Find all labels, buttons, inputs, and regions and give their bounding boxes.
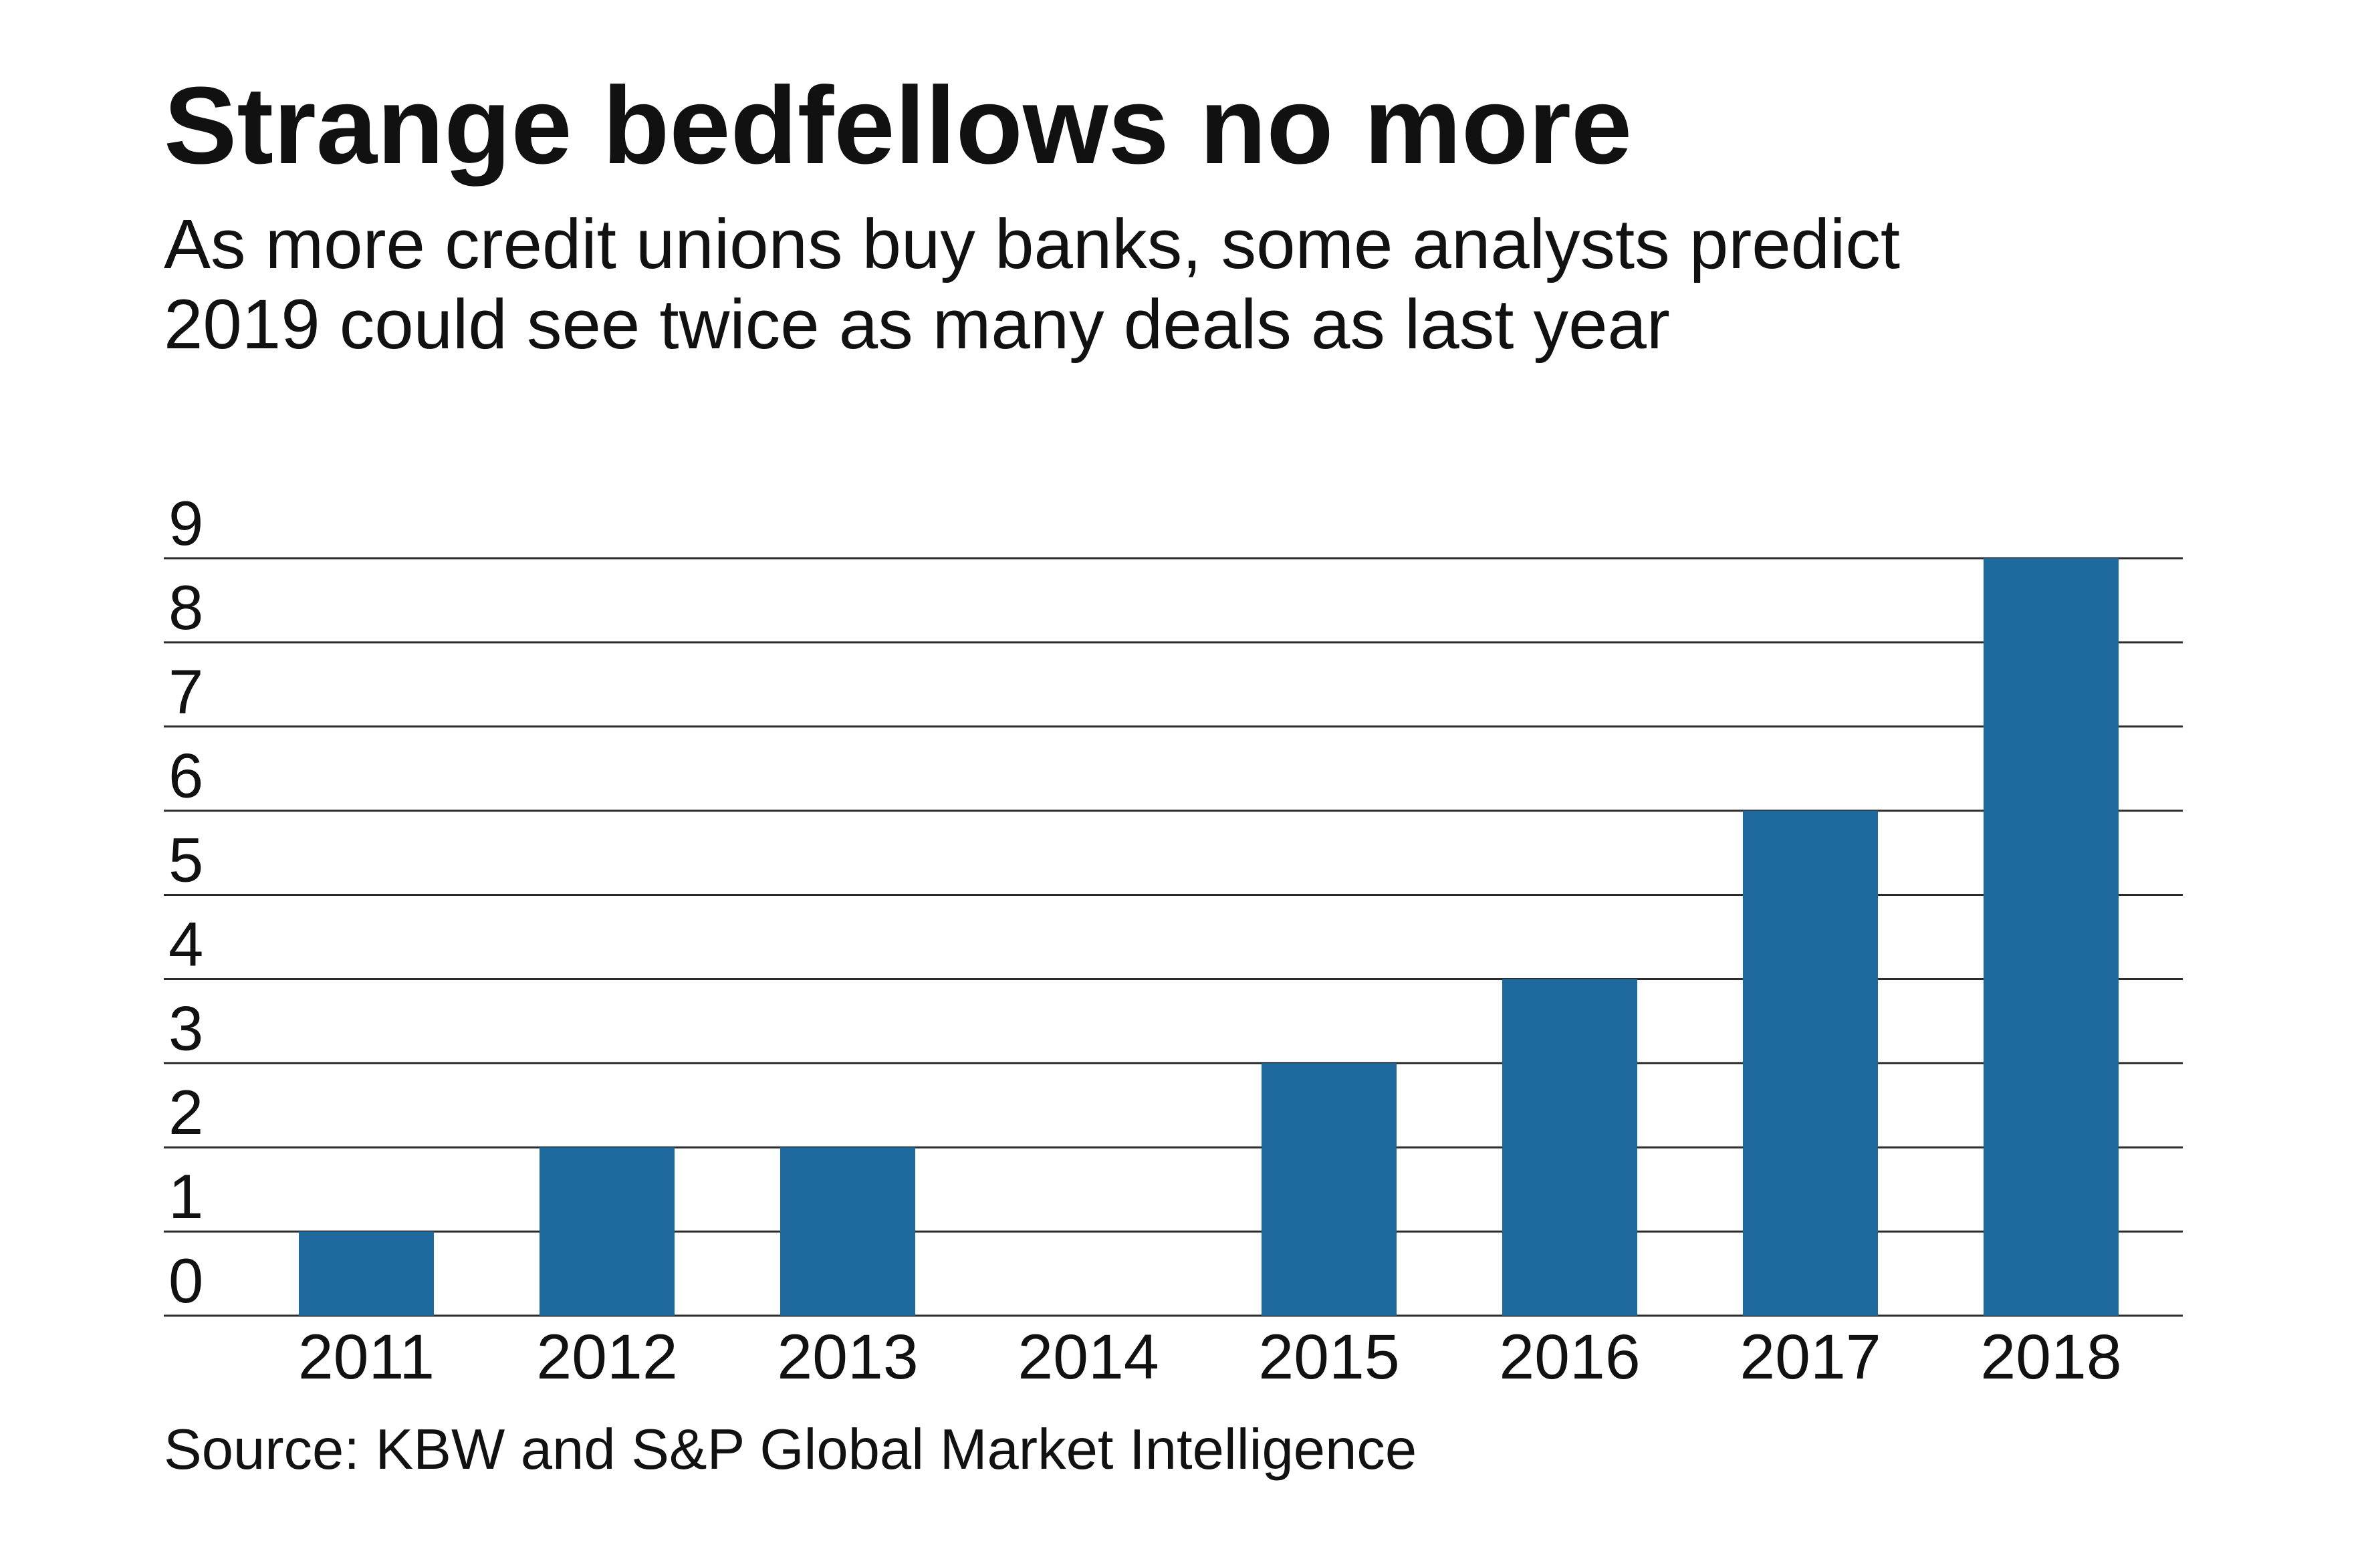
x-tick-label: 2014	[1018, 1322, 1159, 1393]
bar-2013	[780, 1147, 915, 1316]
x-tick-label: 2013	[777, 1322, 918, 1393]
y-tick-label: 3	[168, 993, 203, 1063]
y-tick-label: 6	[168, 741, 203, 811]
chart-subtitle-line-2: 2019 could see twice as many deals as la…	[164, 285, 1670, 364]
y-tick-label: 8	[168, 572, 203, 642]
y-axis-ticks: 0 1 2 3 4 5 6 7 8 9	[168, 488, 203, 1316]
y-tick-label: 1	[168, 1161, 203, 1231]
x-tick-label: 2015	[1258, 1322, 1399, 1393]
y-tick-label: 7	[168, 657, 203, 727]
bar-2015	[1262, 1063, 1397, 1316]
y-tick-label: 0	[168, 1245, 203, 1316]
x-tick-label: 2011	[298, 1322, 435, 1393]
y-tick-label: 9	[168, 488, 203, 558]
bar-2012	[540, 1147, 675, 1316]
y-tick-label: 4	[168, 909, 203, 979]
gridlines	[164, 557, 2183, 1317]
chart-title: Strange bedfellows no more	[164, 64, 1633, 187]
bar-2018	[1984, 558, 2119, 1316]
bars	[299, 558, 2119, 1316]
y-tick-label: 5	[168, 825, 203, 895]
x-axis-ticks: 2011 2012 2013 2014 2015 2016 2017 2018	[298, 1322, 2122, 1393]
y-tick-label: 2	[168, 1077, 203, 1147]
chart-subtitle-line-1: As more credit unions buy banks, some an…	[164, 205, 1901, 283]
x-tick-label: 2016	[1499, 1322, 1640, 1393]
bar-2017	[1743, 810, 1878, 1316]
bar-2016	[1502, 979, 1637, 1316]
x-tick-label: 2018	[1980, 1322, 2121, 1393]
x-tick-label: 2012	[536, 1322, 677, 1393]
source-note: Source: KBW and S&P Global Market Intell…	[164, 1418, 1417, 1481]
x-tick-label: 2017	[1740, 1322, 1881, 1393]
bar-2011	[299, 1231, 434, 1316]
